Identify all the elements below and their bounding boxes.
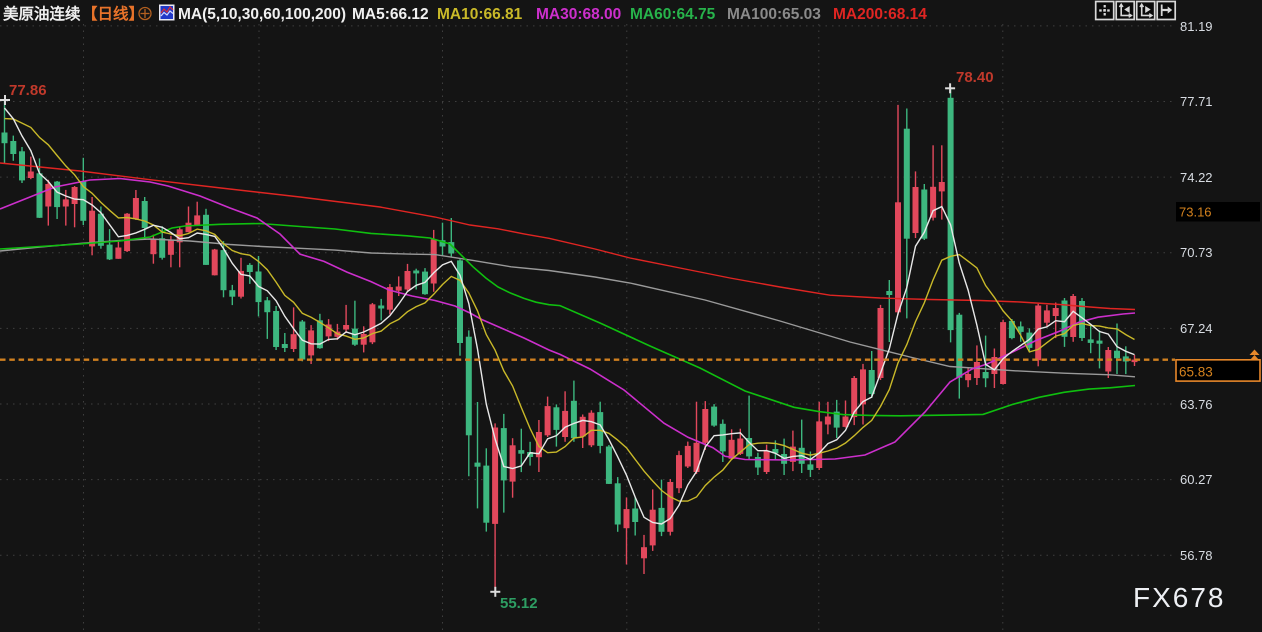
svg-text:77.86: 77.86	[9, 82, 47, 99]
svg-text:MA10:66.81: MA10:66.81	[437, 6, 523, 23]
svg-text:78.40: 78.40	[956, 69, 994, 86]
svg-text:56.78: 56.78	[1180, 548, 1213, 563]
svg-text:77.71: 77.71	[1180, 94, 1213, 109]
svg-text:67.24: 67.24	[1180, 321, 1213, 336]
svg-text:81.19: 81.19	[1180, 19, 1213, 34]
svg-text:美原油连续: 美原油连续	[3, 4, 81, 23]
svg-text:MA200:68.14: MA200:68.14	[833, 6, 927, 23]
svg-text:74.22: 74.22	[1180, 170, 1213, 185]
svg-text:FX678: FX678	[1133, 582, 1226, 613]
svg-text:MA5:66.12: MA5:66.12	[352, 6, 429, 23]
svg-text:60.27: 60.27	[1180, 472, 1213, 487]
svg-text:MA100:65.03: MA100:65.03	[727, 6, 821, 23]
svg-text:MA30:68.00: MA30:68.00	[536, 6, 621, 23]
svg-text:65.83: 65.83	[1179, 365, 1213, 380]
svg-text:【日线】: 【日线】	[82, 4, 144, 23]
svg-text:70.73: 70.73	[1180, 245, 1213, 260]
svg-text:63.76: 63.76	[1180, 397, 1213, 412]
svg-text:MA(5,10,30,60,100,200): MA(5,10,30,60,100,200)	[178, 6, 346, 23]
svg-text:55.12: 55.12	[500, 595, 538, 612]
svg-text:MA60:64.75: MA60:64.75	[630, 6, 716, 23]
svg-text:73.16: 73.16	[1179, 205, 1212, 220]
